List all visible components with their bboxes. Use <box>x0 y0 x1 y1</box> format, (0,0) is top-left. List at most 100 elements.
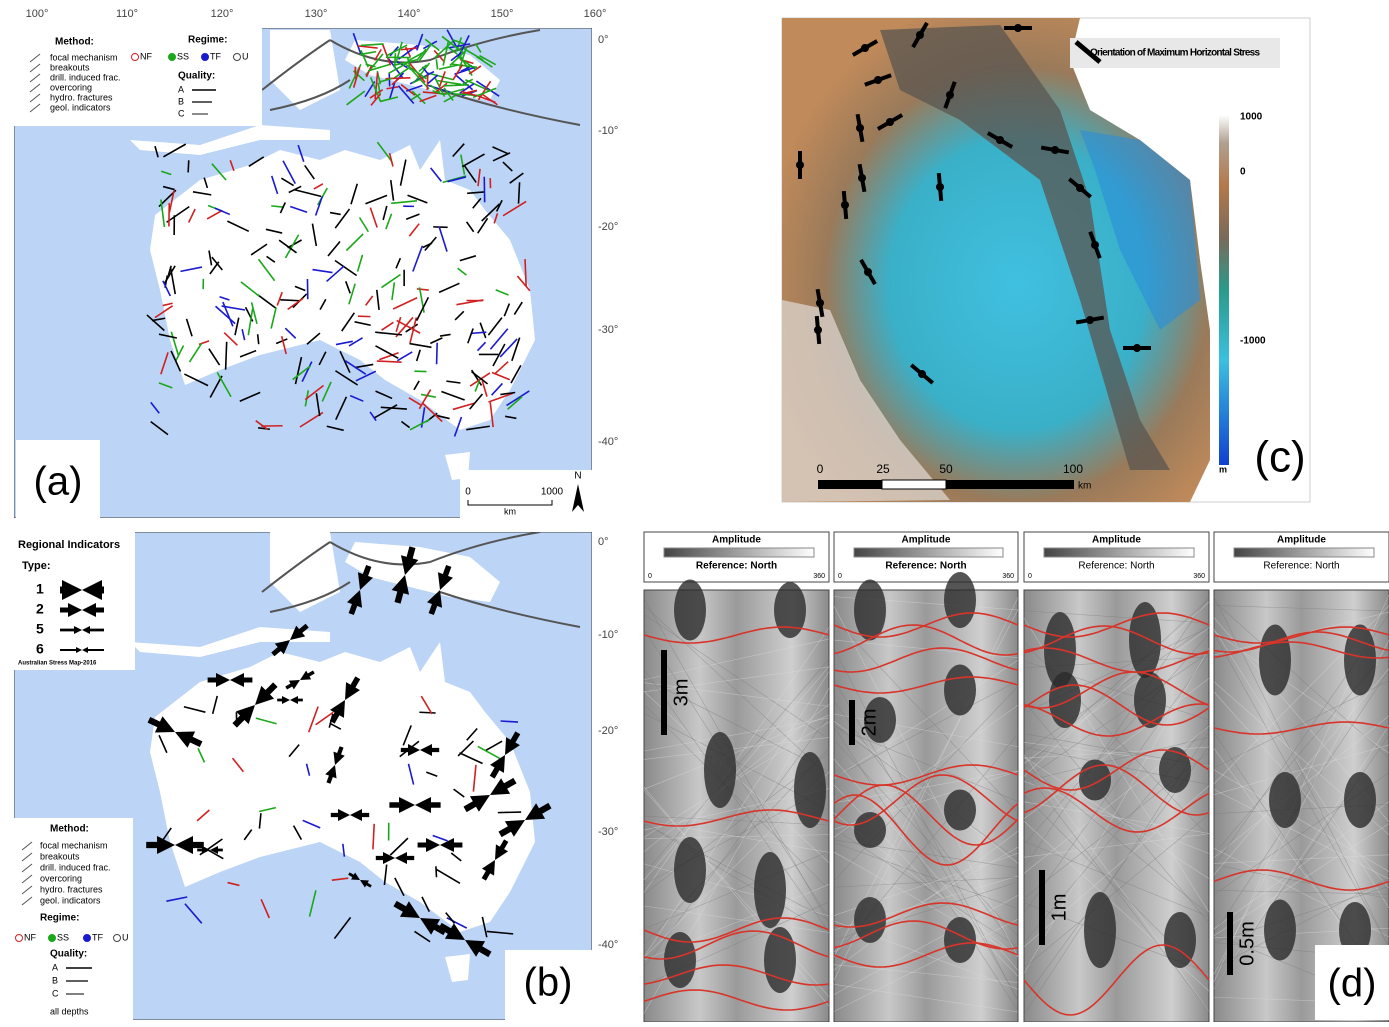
legend-entry: hydro. fractures <box>40 884 103 894</box>
legend-entry: hydro. fractures <box>50 92 113 102</box>
track-reference: Reference: North <box>885 561 966 572</box>
lon-label: 140° <box>398 8 421 20</box>
stress-site <box>1014 24 1022 32</box>
legend-entry: NF <box>24 932 36 942</box>
stress-symbol <box>525 259 526 286</box>
stress-site <box>856 124 864 132</box>
dark-patch <box>1084 892 1116 968</box>
legend-entry: A <box>52 962 58 972</box>
stress-site <box>1091 241 1099 249</box>
lat-label: 0° <box>598 536 609 548</box>
legend-entry: C <box>178 108 185 118</box>
scale-label: 2m <box>858 709 880 737</box>
dark-patch <box>1269 772 1301 828</box>
panel-label: (d) <box>1328 962 1377 1006</box>
legend-entry: U <box>242 51 249 61</box>
dark-patch <box>754 852 786 928</box>
stress-site <box>841 201 849 209</box>
scale-label: 50 <box>939 462 953 476</box>
lat-label: -40° <box>598 436 618 448</box>
stress-site <box>886 118 894 126</box>
dark-patch <box>944 665 976 716</box>
stress-site <box>796 161 804 169</box>
legend-symbol <box>49 935 56 942</box>
dark-patch <box>854 580 886 641</box>
stress-site <box>916 31 924 39</box>
lat-label: -30° <box>598 826 618 838</box>
amplitude-bar <box>1044 548 1194 557</box>
stress-symbol <box>226 342 227 370</box>
track-title: Amplitude <box>712 535 761 546</box>
lon-label: 120° <box>211 8 234 20</box>
lat-label: -40° <box>598 939 618 951</box>
legend-entry: breakouts <box>40 851 80 861</box>
stress-site <box>1086 316 1094 324</box>
range-label: 360 <box>813 573 825 580</box>
amplitude-bar <box>664 548 814 557</box>
legend-entry: C <box>52 988 59 998</box>
lon-label: 160° <box>584 8 607 20</box>
legend-entry: TF <box>210 51 221 61</box>
lon-label: 110° <box>116 8 138 20</box>
scale-bar <box>818 480 882 489</box>
panel-label: (c) <box>1254 433 1305 482</box>
stress-site <box>814 326 822 334</box>
track-title: Amplitude <box>1092 535 1141 546</box>
dark-patch <box>1264 900 1296 961</box>
legend-title: Method: <box>55 37 94 48</box>
track-reference: Reference: North <box>696 561 777 572</box>
legend-entry: drill. induced frac. <box>50 72 121 82</box>
stress-site <box>1133 344 1141 352</box>
legend-entry: 1 <box>36 581 44 597</box>
lon-label: 150° <box>491 8 514 20</box>
scale-bar <box>882 480 946 489</box>
lat-label: 0° <box>598 34 609 46</box>
legend-title: Quality: <box>178 71 215 82</box>
legend-entry: breakouts <box>50 62 90 72</box>
lat-label: -20° <box>598 725 618 737</box>
lat-label: -20° <box>598 221 618 233</box>
credit: Australian Stress Map-2016 <box>18 661 97 667</box>
panel-label: (b) <box>524 961 573 1005</box>
dark-patch <box>664 932 696 988</box>
legend-entry: focal mechanism <box>40 840 108 850</box>
colorbar <box>1219 115 1229 465</box>
dark-patch <box>944 572 976 628</box>
colorbar-label: -1000 <box>1240 336 1266 347</box>
amplitude-bar <box>1234 548 1374 557</box>
legend-title: Method: <box>50 824 89 835</box>
north-label: N <box>574 471 581 482</box>
scale-label: 1000 <box>541 487 564 498</box>
legend-entry: 2 <box>36 601 44 617</box>
scale-label: 25 <box>876 462 890 476</box>
legend-entry: B <box>52 975 58 985</box>
dark-patch <box>1344 772 1376 828</box>
amplitude-bar <box>854 548 1003 557</box>
colorbar-label: 0 <box>1240 167 1246 178</box>
legend-entry: SS <box>177 51 189 61</box>
legend-entry: drill. induced frac. <box>40 862 111 872</box>
scale-label: 0 <box>817 462 824 476</box>
legend-entry: 6 <box>36 641 44 657</box>
legend-symbol <box>169 54 176 61</box>
stress-symbol <box>436 866 437 877</box>
scale-bar <box>946 480 1074 489</box>
stress-site <box>1076 184 1084 192</box>
dark-patch <box>944 790 976 831</box>
range-label: 0 <box>1028 573 1032 580</box>
dark-patch <box>674 580 706 641</box>
legend-entry: B <box>178 96 184 106</box>
lon-label: 130° <box>305 8 328 20</box>
panel-c <box>782 18 1310 502</box>
scale-label: 3m <box>670 679 692 707</box>
panel-d <box>644 532 1389 1022</box>
legend-entry: A <box>178 84 184 94</box>
dark-patch <box>674 837 706 903</box>
legend-title: Quality: <box>50 949 87 960</box>
track-reference: Reference: North <box>1263 561 1339 572</box>
track-reference: Reference: North <box>1078 561 1154 572</box>
stress-site <box>858 174 866 182</box>
stress-symbol <box>188 160 189 172</box>
stress-site <box>874 76 882 84</box>
page: {"panel_a":{"label":"(a)","lon_labels":[… <box>0 0 1389 1022</box>
